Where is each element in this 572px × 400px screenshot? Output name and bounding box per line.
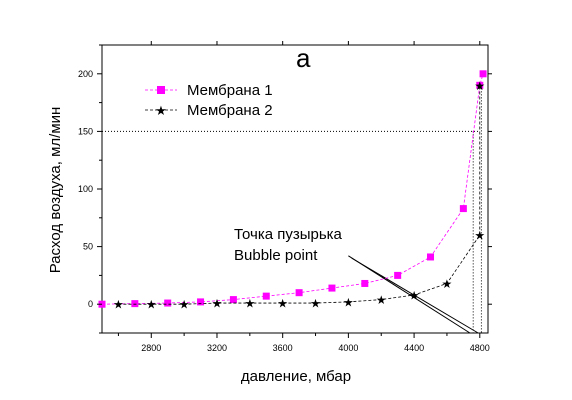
series-membrane-1 [98,70,487,308]
y-tick-label: 150 [78,126,93,136]
series-membrane-2: ★ ★ ★ ★ ★ ★ ★ ★ ★ ★ ★ ★ ★ [113,79,485,312]
data-point: ★ [376,293,387,307]
x-tick-label: 2800 [141,343,161,353]
series-line [118,85,481,305]
bubble-point-tangent-2 [351,257,479,334]
data-point [476,81,484,89]
data-point [131,300,139,308]
data-point [229,296,237,304]
data-point [479,70,487,78]
legend: Мембрана 1 ★ Мембрана 2 [145,82,273,119]
legend-label-membrane-2: Мембрана 2 [187,102,273,119]
legend-marker-membrane-2: ★ [155,104,167,119]
series-line [101,73,484,305]
y-tick-label: 50 [83,242,93,252]
data-point [262,292,270,300]
x-tick-label: 4800 [470,343,490,353]
panel-label: а [296,43,311,73]
legend-label-membrane-1: Мембрана 1 [187,82,273,99]
y-tick-label: 100 [78,184,93,194]
x-tick-label: 4400 [404,343,424,353]
data-point [394,271,402,279]
data-point: ★ [310,297,321,311]
data-point [427,253,435,261]
data-point: ★ [212,297,223,311]
data-point [164,299,172,307]
data-point: ★ [113,298,124,312]
x-tick-label: 4000 [338,343,358,353]
x-axis-title: давление, мбар [241,368,351,385]
data-point [459,205,467,213]
annotation-line-1: Точка пузырька [234,226,343,243]
legend-marker-membrane-1 [157,86,165,94]
data-point: ★ [474,79,485,93]
y-tick-label: 0 [88,299,93,309]
data-point [328,284,336,292]
data-point: ★ [474,229,485,243]
data-point [197,298,205,306]
annotation-line-2: Bubble point [234,247,318,264]
data-point [361,279,369,287]
x-tick-label: 3200 [207,343,227,353]
data-point: ★ [179,298,190,312]
x-tick-label: 3600 [273,343,293,353]
y-tick-label: 200 [78,69,93,79]
data-point [295,289,303,297]
data-point: ★ [277,297,288,311]
data-point: ★ [146,298,157,312]
data-point: ★ [244,297,255,311]
y-axis-title: Расход воздуха, мл/мин [47,107,64,274]
data-point: ★ [409,288,420,302]
data-point: ★ [343,295,354,309]
data-point: ★ [442,277,453,291]
